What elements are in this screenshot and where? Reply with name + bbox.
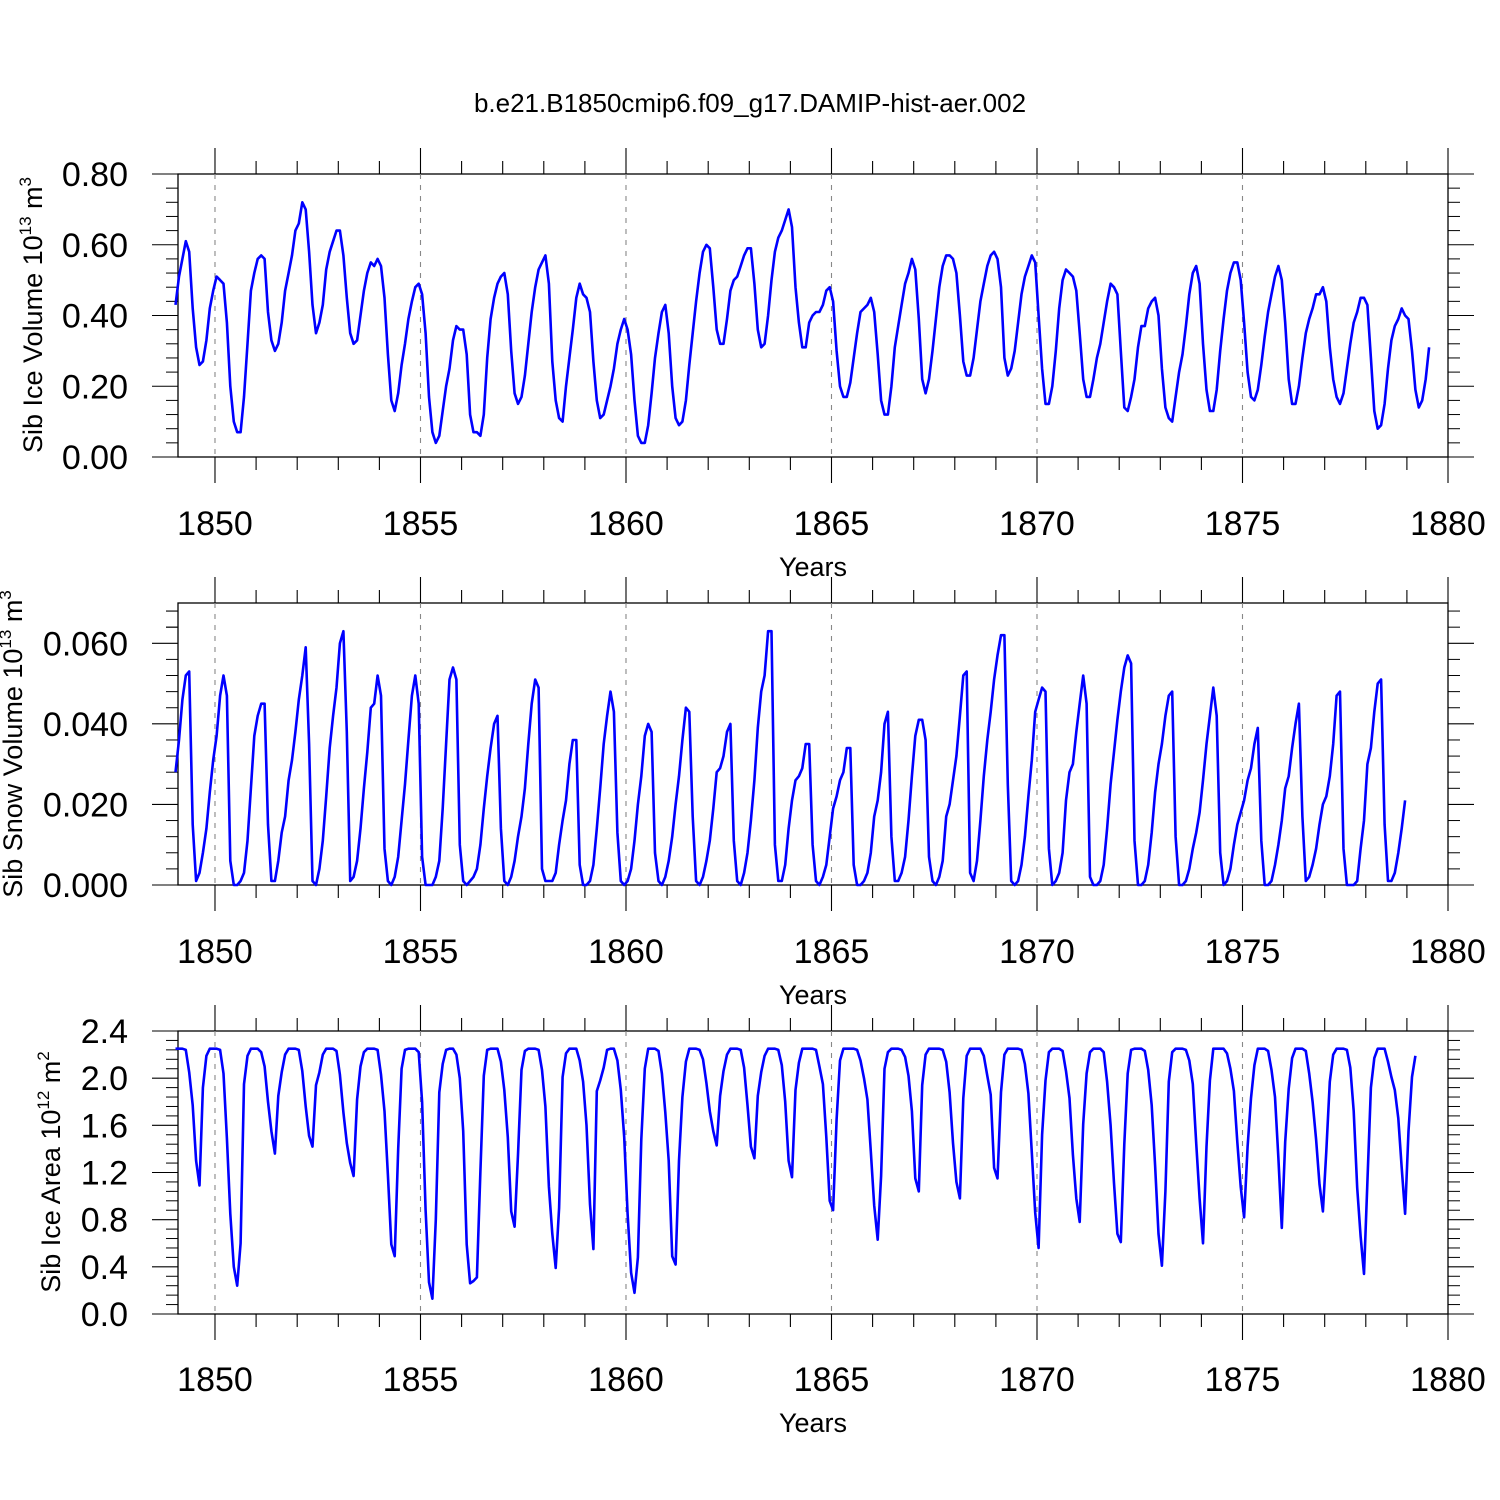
- y-tick-label: 0.000: [43, 867, 128, 905]
- y-tick-label: 2.4: [81, 1013, 128, 1051]
- y-tick-label: 2.0: [81, 1060, 128, 1098]
- x-tick-label: 1865: [794, 933, 870, 971]
- y-tick-label: 1.6: [81, 1107, 128, 1145]
- x-tick-label: 1850: [177, 505, 253, 543]
- snow-volume-panel: 0.000 0.020 0.040 0.060 1850 1855 1860 1865 1870…: [0, 577, 1486, 1010]
- y-axis-title: Sib Ice Volume 1013 m3: [16, 177, 48, 453]
- x-axis-title: Years: [779, 1408, 847, 1438]
- plot-frame: [177, 1030, 1449, 1315]
- x-tick-label: 1865: [794, 505, 870, 543]
- y-tick-label: 0.60: [62, 227, 128, 265]
- series-line: [174, 201, 1431, 445]
- y-tick-label: 0.020: [43, 786, 128, 824]
- x-tick-label: 1860: [588, 1361, 664, 1399]
- y-tick-label: 1.2: [81, 1155, 128, 1193]
- figure-title: b.e21.B1850cmip6.f09_g17.DAMIP-hist-aer.…: [474, 88, 1026, 118]
- x-tick-label: 1880: [1410, 1361, 1486, 1399]
- x-tick-label: 1860: [588, 933, 664, 971]
- y-tick-label: 0.8: [81, 1202, 128, 1240]
- x-tick-label: 1855: [383, 933, 459, 971]
- y-tick-label: 0.80: [62, 156, 128, 194]
- y-tick-label: 0.040: [43, 706, 128, 744]
- y-tick-label: 0.0: [81, 1296, 128, 1334]
- x-tick-label: 1855: [383, 1361, 459, 1399]
- x-tick-label: 1865: [794, 1361, 870, 1399]
- x-axis-title: Years: [779, 980, 847, 1010]
- y-tick-label: 0.4: [81, 1249, 128, 1287]
- x-tick-label: 1875: [1205, 1361, 1281, 1399]
- series-line: [175, 1047, 1417, 1300]
- x-tick-label: 1875: [1205, 505, 1281, 543]
- x-tick-label: 1860: [588, 505, 664, 543]
- y-tick-label: 0.060: [43, 625, 128, 663]
- x-tick-label: 1870: [999, 933, 1075, 971]
- x-tick-label: 1870: [999, 1361, 1075, 1399]
- x-tick-label: 1870: [999, 505, 1075, 543]
- x-tick-label: 1850: [177, 1361, 253, 1399]
- x-tick-label: 1875: [1205, 933, 1281, 971]
- x-tick-label: 1880: [1410, 505, 1486, 543]
- ice-volume-panel: 0.00 0.20 0.40 0.60 0.80 1850 1855 1860 1865 1870…: [16, 148, 1486, 582]
- y-axis-title: Sib Ice Area 1012 m2: [34, 1051, 66, 1293]
- x-tick-label: 1880: [1410, 933, 1486, 971]
- x-axis-title: Years: [779, 552, 847, 582]
- x-tick-label: 1850: [177, 933, 253, 971]
- y-tick-label: 0.20: [62, 368, 128, 406]
- y-tick-label: 0.00: [62, 439, 128, 477]
- y-axis-title: Sib Snow Volume 1013 m3: [0, 590, 28, 898]
- ice-area-panel: 0.0 0.4 0.8 1.2 1.6 2.0 2.4 1850 1855 1860 1865 187…: [34, 1005, 1486, 1438]
- y-tick-label: 0.40: [62, 298, 128, 336]
- x-tick-label: 1855: [383, 505, 459, 543]
- series-line: [174, 629, 1407, 887]
